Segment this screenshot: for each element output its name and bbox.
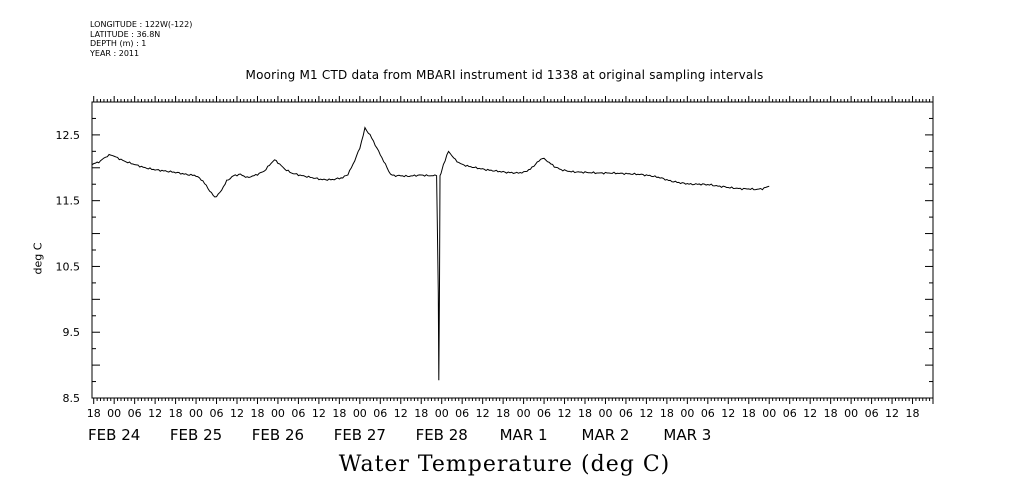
x-hour-label: 12 [394, 407, 408, 420]
x-hour-label: 00 [189, 407, 203, 420]
x-hour-label: 00 [353, 407, 367, 420]
y-tick-label: 12.5 [56, 129, 81, 142]
x-date-label: FEB 26 [252, 426, 304, 444]
x-hour-label: 00 [680, 407, 694, 420]
x-hour-label: 00 [271, 407, 285, 420]
x-hour-label: 18 [660, 407, 674, 420]
x-hour-label: 00 [598, 407, 612, 420]
x-date-label: MAR 3 [663, 426, 711, 444]
x-hour-label: 12 [312, 407, 326, 420]
x-hour-label: 06 [455, 407, 469, 420]
x-hour-label: 06 [128, 407, 142, 420]
x-hour-label: 12 [230, 407, 244, 420]
x-date-label: MAR 2 [582, 426, 630, 444]
x-hour-label: 18 [87, 407, 101, 420]
x-hour-label: 00 [435, 407, 449, 420]
x-date-label: MAR 1 [500, 426, 548, 444]
x-hour-label: 06 [291, 407, 305, 420]
plot-frame [91, 101, 934, 399]
x-hour-label: 12 [885, 407, 899, 420]
x-date-label: FEB 27 [334, 426, 386, 444]
x-date-label: FEB 24 [88, 426, 140, 444]
x-hour-label: 12 [803, 407, 817, 420]
temperature-series-line [91, 126, 770, 381]
x-hour-label: 06 [619, 407, 633, 420]
x-hour-label: 18 [824, 407, 838, 420]
x-hour-label: 06 [701, 407, 715, 420]
x-hour-label: 06 [865, 407, 879, 420]
x-axis-title: Water Temperature (deg C) [338, 452, 671, 477]
year-line: YEAR : 2011 [90, 48, 140, 58]
x-hour-label: 12 [558, 407, 572, 420]
x-hour-label: 12 [721, 407, 735, 420]
x-hour-label: 18 [578, 407, 592, 420]
x-hour-label: 00 [107, 407, 121, 420]
x-hour-label: 18 [742, 407, 756, 420]
x-hour-label: 18 [414, 407, 428, 420]
depth-line: DEPTH (m) : 1 [90, 39, 147, 48]
x-date-label: FEB 28 [416, 426, 468, 444]
metadata-block: LONGITUDE : 122W(-122) LATITUDE : 36.8N … [90, 20, 192, 58]
x-hour-label: 00 [517, 407, 531, 420]
y-tick-label: 9.5 [63, 326, 81, 339]
x-hour-label: 18 [496, 407, 510, 420]
y-tick-label: 11.5 [56, 195, 81, 208]
x-hour-label: 06 [210, 407, 224, 420]
x-hour-label: 06 [783, 407, 797, 420]
x-hour-label: 06 [373, 407, 387, 420]
x-hour-label: 00 [762, 407, 776, 420]
y-tick-label: 8.5 [63, 392, 81, 405]
x-hour-label: 18 [332, 407, 346, 420]
x-date-label: FEB 25 [170, 426, 222, 444]
x-hour-label: 12 [476, 407, 490, 420]
x-hour-label: 18 [250, 407, 264, 420]
longitude-line: LONGITUDE : 122W(-122) [90, 20, 193, 29]
x-hour-label: 00 [844, 407, 858, 420]
x-hour-label: 12 [639, 407, 653, 420]
x-hour-label: 06 [537, 407, 551, 420]
x-hour-label: 12 [148, 407, 162, 420]
x-hour-label: 18 [169, 407, 183, 420]
latitude-line: LATITUDE : 36.8N [90, 29, 161, 39]
x-hour-label: 18 [906, 407, 920, 420]
y-tick-label: 10.5 [56, 260, 81, 273]
chart-title: Mooring M1 CTD data from MBARI instrumen… [245, 68, 764, 82]
